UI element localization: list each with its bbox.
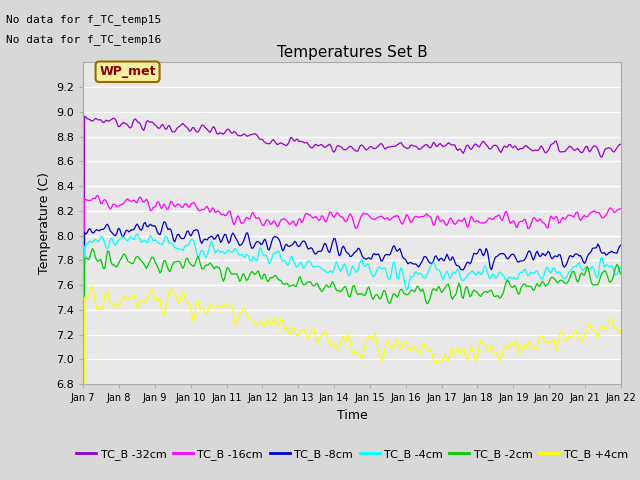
TC_B -2cm	[419, 286, 427, 292]
TC_B -16cm	[617, 206, 625, 212]
TC_B -8cm	[144, 224, 152, 230]
TC_B -32cm	[468, 145, 476, 151]
TC_B -32cm	[256, 136, 264, 142]
TC_B -4cm	[617, 264, 625, 270]
Title: Temperatures Set B: Temperatures Set B	[276, 45, 428, 60]
Text: No data for f_TC_temp16: No data for f_TC_temp16	[6, 34, 162, 45]
TC_B -4cm	[419, 274, 427, 280]
TC_B -2cm	[256, 272, 264, 278]
TC_B +4cm	[145, 291, 153, 297]
TC_B -16cm	[294, 220, 301, 226]
TC_B -8cm	[256, 240, 264, 246]
TC_B -8cm	[468, 254, 476, 260]
Line: TC_B -2cm: TC_B -2cm	[83, 249, 621, 480]
TC_B -32cm	[472, 141, 479, 147]
TC_B +4cm	[419, 341, 427, 347]
TC_B -2cm	[468, 289, 476, 295]
TC_B -16cm	[468, 216, 476, 221]
Line: TC_B -8cm: TC_B -8cm	[83, 222, 621, 480]
Line: TC_B -4cm: TC_B -4cm	[83, 234, 621, 480]
TC_B -4cm	[472, 272, 479, 277]
TC_B -32cm	[145, 119, 153, 125]
TC_B -16cm	[472, 219, 479, 225]
TC_B -2cm	[145, 260, 153, 265]
TC_B -8cm	[617, 242, 625, 248]
TC_B -2cm	[472, 288, 479, 294]
TC_B -2cm	[89, 246, 97, 252]
TC_B +4cm	[472, 358, 479, 364]
Legend: TC_B -32cm, TC_B -16cm, TC_B -8cm, TC_B -4cm, TC_B -2cm, TC_B +4cm: TC_B -32cm, TC_B -16cm, TC_B -8cm, TC_B …	[72, 444, 632, 464]
TC_B +4cm	[617, 330, 625, 336]
TC_B -4cm	[256, 245, 264, 251]
TC_B -8cm	[472, 251, 479, 256]
Line: TC_B -32cm: TC_B -32cm	[83, 116, 621, 480]
TC_B -16cm	[256, 216, 264, 222]
Text: No data for f_TC_temp15: No data for f_TC_temp15	[6, 14, 162, 25]
TC_B -4cm	[468, 268, 476, 274]
TC_B -16cm	[145, 204, 153, 210]
TC_B -8cm	[160, 219, 168, 225]
TC_B -2cm	[617, 271, 625, 277]
TC_B +4cm	[89, 283, 97, 289]
TC_B -2cm	[294, 280, 301, 286]
TC_B -8cm	[419, 257, 427, 263]
Text: WP_met: WP_met	[99, 65, 156, 78]
TC_B -32cm	[419, 144, 427, 150]
TC_B +4cm	[256, 320, 264, 325]
TC_B -16cm	[94, 193, 102, 199]
TC_B -32cm	[81, 113, 88, 119]
TC_B -4cm	[294, 264, 301, 270]
Line: TC_B +4cm: TC_B +4cm	[83, 286, 621, 480]
TC_B -8cm	[294, 243, 301, 249]
X-axis label: Time: Time	[337, 408, 367, 421]
TC_B +4cm	[468, 347, 476, 353]
Y-axis label: Temperature (C): Temperature (C)	[38, 172, 51, 274]
TC_B +4cm	[294, 333, 301, 338]
TC_B -16cm	[419, 214, 427, 220]
Line: TC_B -16cm: TC_B -16cm	[83, 196, 621, 480]
TC_B -4cm	[145, 235, 153, 240]
TC_B -32cm	[617, 142, 625, 147]
TC_B -32cm	[294, 136, 301, 142]
TC_B -4cm	[133, 231, 141, 237]
